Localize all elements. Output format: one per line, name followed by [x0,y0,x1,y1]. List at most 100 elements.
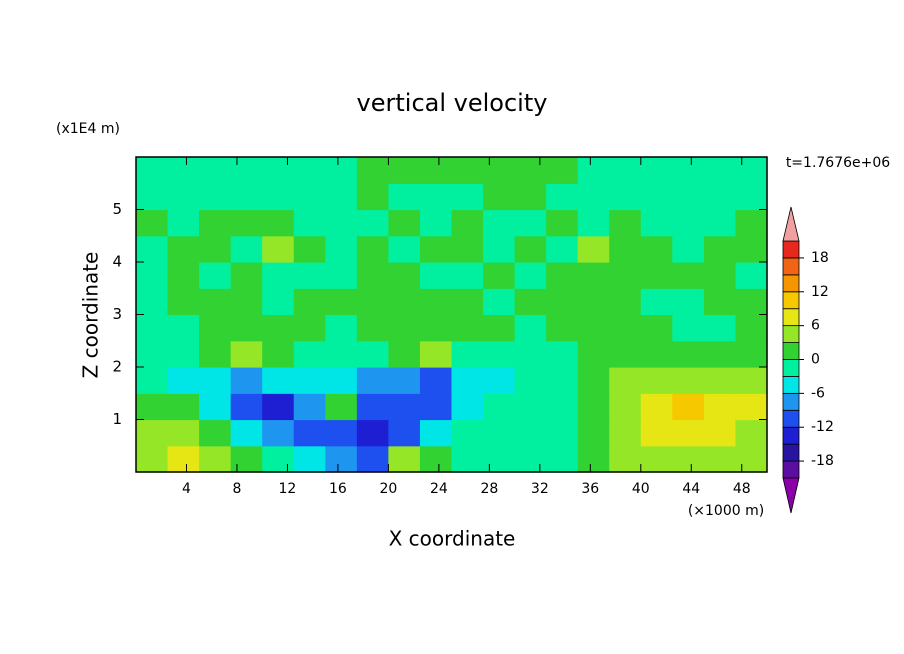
x-tick-label: 8 [232,481,241,497]
contour-cell [640,209,673,237]
time-annotation: t=1.7676e+06 [786,155,890,171]
contour-cell [735,340,768,368]
contour-cell [672,235,705,263]
contour-cell [199,235,232,263]
contour-cell [356,288,389,316]
contour-cell [136,419,169,447]
contour-cell [735,209,768,237]
contour-cell [167,445,200,473]
contour-cell [136,367,169,394]
contour-cell [325,235,358,263]
contour-cell [293,393,326,421]
contour-cell [230,314,263,342]
contour-cell [262,183,295,211]
contour-cell [293,262,326,289]
contour-cell [609,314,642,342]
contour-cell [325,314,358,342]
contour-cell [483,340,516,368]
x-tick-label: 36 [581,481,599,497]
x-tick-label: 40 [632,481,650,497]
contour-cell [325,367,358,394]
x-tick-label: 48 [733,481,751,497]
contour-cell [356,262,389,289]
contour-cell [388,314,421,342]
contour-cell [136,393,169,421]
contour-cell [514,157,547,184]
contour-cell [199,314,232,342]
colorbar-tick-label: 18 [811,250,829,266]
contour-cell [483,209,516,237]
colorbar-bin [782,443,800,462]
contour-cell [167,209,200,237]
contour-cell [451,209,484,237]
contour-cell [199,340,232,368]
contour-cell [293,445,326,473]
contour-cell [356,183,389,211]
colorbar-extend-low [782,477,800,514]
contour-cell [167,288,200,316]
contour-cell [672,209,705,237]
contour-cell [703,157,737,184]
contour-cell [640,314,673,342]
contour-cell [672,314,705,342]
contour-cell [230,235,263,263]
contour-cell [388,419,421,447]
contour-cell [577,419,610,447]
contour-cell [451,445,484,473]
contour-cell [577,393,610,421]
contour-cell [419,157,453,184]
contour-cell [514,262,547,289]
contour-cell [262,288,295,316]
colorbar-bin [782,376,800,394]
y-tick-label: 3 [112,305,122,323]
contour-cell [640,340,673,368]
contour-cell [325,209,358,237]
contour-cell [356,157,389,184]
contour-cell [230,340,263,368]
contour-cell [136,157,169,184]
contour-cell [262,314,295,342]
colorbar-bin [782,274,800,293]
contour-cell [703,445,737,473]
contour-cell [325,183,358,211]
contour-cell [451,340,484,368]
contour-cell [483,419,516,447]
contour-cell [230,262,263,289]
contour-cell [609,419,642,447]
contour-cell [199,157,232,184]
contour-cell [483,445,516,473]
contour-cell [199,183,232,211]
contour-cell [609,340,642,368]
contour-cell [388,209,421,237]
contour-cell [262,235,295,263]
contour-cell [577,235,610,263]
contour-cell [546,445,579,473]
contour-cell [199,393,232,421]
contour-cell [199,288,232,316]
y-tick-label: 2 [112,358,122,376]
contour-cell [419,340,453,368]
contour-cell [703,393,737,421]
contour-cell [609,235,642,263]
contour-cell [262,445,295,473]
contour-cell [609,445,642,473]
contour-cell [356,209,389,237]
contour-cell [451,419,484,447]
contour-cell [451,235,484,263]
contour-cell [703,262,737,289]
colorbar-bin [782,291,800,310]
contour-cell [514,288,547,316]
x-tick-label: 12 [279,481,297,497]
colorbar-tick-label: -6 [811,385,825,401]
contour-cell [167,393,200,421]
contour-cell [577,183,610,211]
colorbar-bin [782,359,800,377]
contour-cell [735,288,768,316]
contour-cell [546,183,579,211]
contour-cell [136,262,169,289]
contour-cell [735,314,768,342]
y-tick-label: 4 [112,253,122,271]
colorbar-bin [782,409,800,428]
contour-cell [609,288,642,316]
